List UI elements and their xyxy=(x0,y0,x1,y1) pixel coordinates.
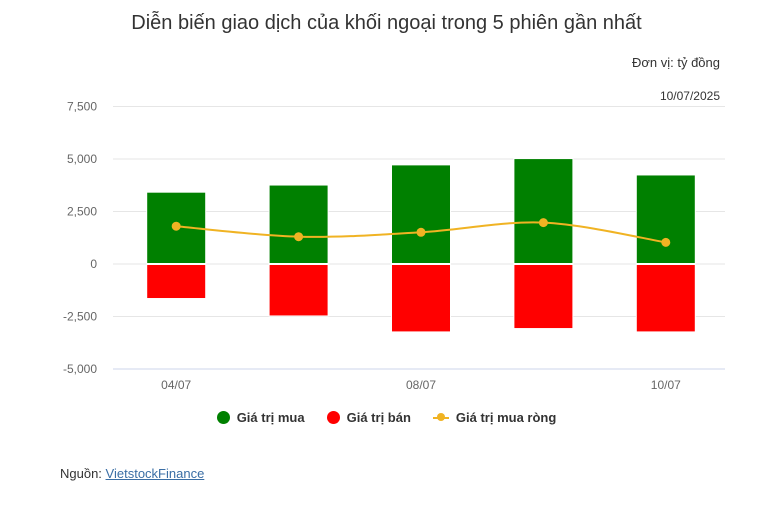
y-tick-label: -2,500 xyxy=(63,310,97,324)
net-point-marker[interactable] xyxy=(294,232,304,242)
legend-label: Giá trị mua xyxy=(236,410,305,425)
sell-bar[interactable] xyxy=(391,264,451,333)
sell-bar[interactable] xyxy=(268,264,329,317)
buy-bar[interactable] xyxy=(268,184,329,264)
line-marker-icon xyxy=(432,411,449,424)
unit-label: Đơn vị: tỷ đồng xyxy=(631,55,720,70)
red-circle-icon xyxy=(326,411,340,424)
buy-bar[interactable] xyxy=(391,164,451,265)
sell-bar[interactable] xyxy=(146,264,207,300)
y-tick-label: 5,000 xyxy=(67,152,97,166)
green-circle-icon xyxy=(216,411,230,424)
y-tick-label: 7,500 xyxy=(67,100,97,114)
sell-bar[interactable] xyxy=(635,264,696,333)
sell-bar[interactable] xyxy=(513,264,574,330)
legend: Giá trị mua Giá trị bán Giá trị mua ròng xyxy=(0,410,773,425)
y-tick-label: 0 xyxy=(90,257,97,271)
chart-title: Diễn biến giao dịch của khối ngoại trong… xyxy=(131,12,642,34)
source-link[interactable]: VietstockFinance xyxy=(105,466,205,481)
net-line-series xyxy=(171,218,671,247)
legend-label: Giá trị mua ròng xyxy=(455,410,557,425)
net-point-marker[interactable] xyxy=(171,221,181,231)
x-axis-ticks: 04/07 08/07 10/07 xyxy=(161,378,681,392)
legend-item-sell[interactable]: Giá trị bán xyxy=(326,410,411,425)
legend-item-net[interactable]: Giá trị mua ròng xyxy=(432,410,557,425)
buy-bar[interactable] xyxy=(635,174,696,265)
legend-label: Giá trị bán xyxy=(346,410,411,425)
x-tick-label: 08/07 xyxy=(406,378,436,392)
chart-plot-area: 7,500 5,000 2,500 0 -2,500 -5,000 04/07 08/07 1… xyxy=(63,100,725,392)
date-label: 10/07/2025 xyxy=(659,89,720,103)
bar-series xyxy=(146,158,696,333)
y-tick-label: 2,500 xyxy=(67,205,97,219)
y-tick-label: -5,000 xyxy=(63,362,97,376)
x-tick-label: 10/07 xyxy=(651,378,681,392)
y-axis-ticks: 7,500 5,000 2,500 0 -2,500 -5,000 xyxy=(63,100,97,377)
legend-item-buy[interactable]: Giá trị mua xyxy=(216,410,305,425)
source-note: Nguồn: VietstockFinance xyxy=(60,466,204,481)
source-prefix: Nguồn: xyxy=(60,466,106,481)
net-point-marker[interactable] xyxy=(538,218,548,228)
buy-bar[interactable] xyxy=(513,158,574,264)
net-point-marker[interactable] xyxy=(416,227,426,237)
net-point-marker[interactable] xyxy=(661,237,671,247)
x-tick-label: 04/07 xyxy=(161,378,191,392)
